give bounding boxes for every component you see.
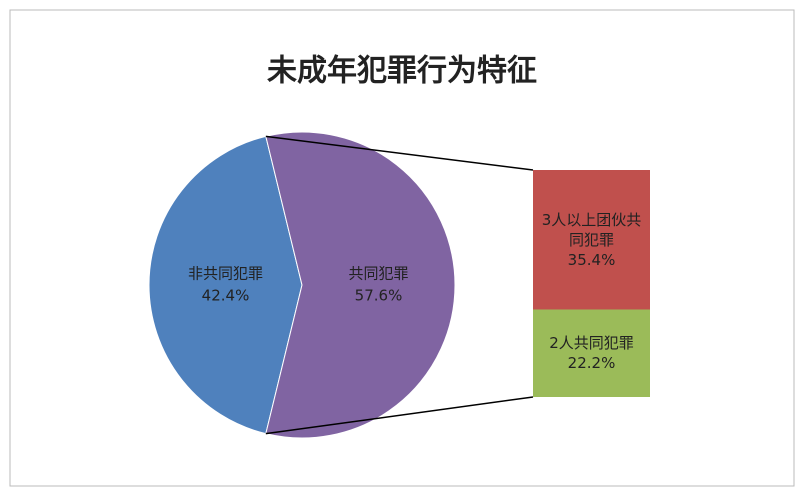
slice-value-label: 42.4%	[202, 287, 250, 305]
bar-value-label: 35.4%	[567, 250, 616, 269]
bar-segment	[533, 309, 650, 397]
slice-value-label: 57.6%	[355, 287, 403, 305]
bar-label: 3人以上团伙共同犯罪	[541, 210, 642, 249]
chart-title: 未成年犯罪行为特征	[267, 54, 537, 89]
pie-slice	[265, 131, 456, 439]
slice-label: 共同犯罪	[348, 265, 408, 283]
pie-slice	[148, 135, 303, 435]
connector	[265, 396, 534, 435]
bar-label: 2人共同犯罪	[549, 334, 634, 353]
bar-value-label: 22.2%	[567, 354, 616, 373]
connector	[265, 135, 534, 171]
bar-segment	[533, 170, 650, 310]
slice-label: 非共同犯罪	[188, 265, 263, 283]
